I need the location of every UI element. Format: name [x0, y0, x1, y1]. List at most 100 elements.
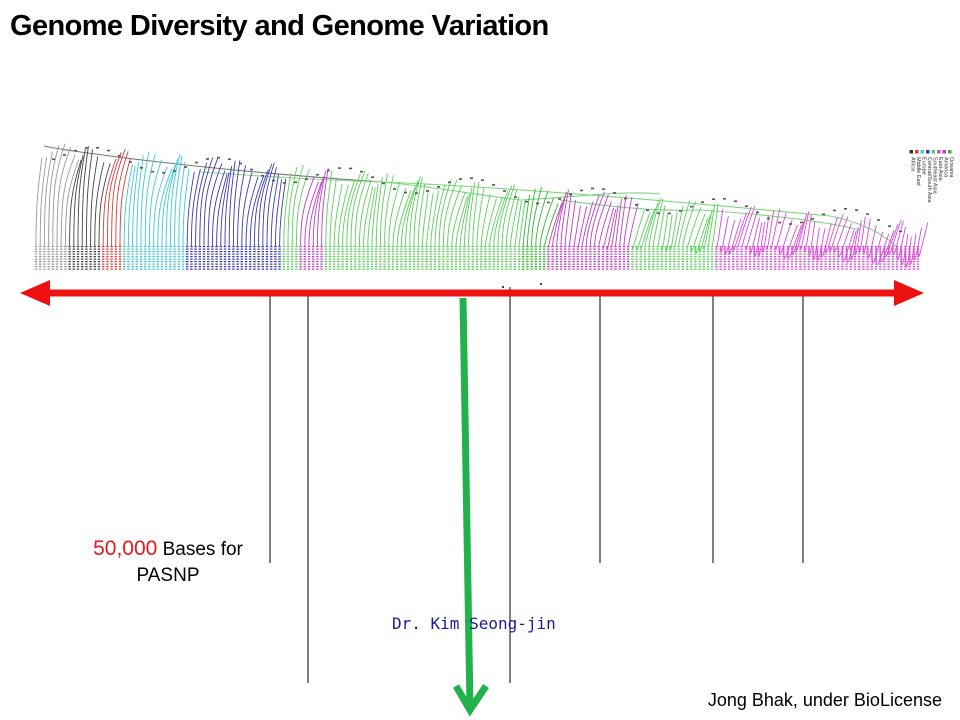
tree-branch — [245, 176, 259, 247]
tree-branch — [237, 165, 247, 247]
tree-branch — [829, 213, 844, 252]
tree-branch — [274, 179, 283, 247]
tree-branch — [421, 190, 429, 247]
tree-branch — [148, 159, 163, 247]
tree-branch — [77, 148, 86, 247]
tree-branch — [568, 199, 576, 247]
tree-branch — [917, 222, 929, 257]
tree-branch — [442, 179, 458, 247]
node-marker — [602, 188, 605, 191]
node-marker — [52, 158, 55, 161]
tree-branch — [136, 155, 144, 247]
legend-label: Africa — [910, 157, 916, 172]
tree-branch — [526, 188, 536, 247]
node-marker — [74, 149, 77, 152]
legend-swatch — [942, 150, 946, 154]
node-marker — [536, 202, 539, 205]
tree-branch — [35, 157, 43, 247]
tree-branch — [505, 188, 518, 247]
legend-swatch — [931, 150, 935, 154]
tree-branch — [56, 147, 72, 247]
node-marker — [382, 182, 385, 185]
tree-branch — [165, 158, 179, 247]
node-marker — [140, 167, 143, 169]
node-marker — [360, 170, 363, 173]
tree-branch — [64, 159, 80, 247]
tree-branch — [904, 236, 912, 268]
node-marker — [767, 217, 770, 220]
arrow-left-head — [20, 280, 50, 306]
tree-branch — [409, 176, 421, 247]
tree-branch — [459, 193, 471, 247]
node-marker — [888, 225, 891, 228]
tree-branch — [468, 182, 476, 247]
tree-branch — [606, 209, 617, 249]
tree-branch — [888, 219, 902, 255]
tree-branch — [228, 160, 236, 247]
tree-branch — [354, 172, 369, 247]
node-marker — [239, 162, 242, 165]
region-legend: Oceania America East-Asia Southeast Asia Cen… — [904, 148, 954, 228]
tree-branch — [39, 156, 48, 247]
tree-branch — [799, 211, 810, 250]
tree-branch — [182, 168, 190, 247]
node-marker — [833, 209, 836, 212]
node-marker — [756, 211, 759, 214]
tree-branch — [472, 181, 480, 247]
tree-branch — [98, 163, 111, 247]
tree-branch — [266, 167, 277, 247]
tree-branch — [115, 151, 129, 247]
tree-branch — [841, 229, 855, 262]
node-marker — [701, 201, 704, 204]
tree-branch — [703, 209, 713, 249]
tree-branches — [35, 143, 929, 268]
tree-branch — [417, 183, 426, 247]
node-marker — [547, 201, 550, 204]
tree-branch — [724, 220, 736, 255]
tree-branch — [106, 152, 122, 247]
tree-branch — [283, 173, 292, 247]
tree-branch — [791, 219, 806, 255]
tree-branch — [808, 221, 816, 256]
tree-branch — [535, 190, 549, 247]
node-marker — [481, 179, 484, 182]
tree-branch — [871, 231, 884, 264]
tree-branch — [690, 213, 706, 252]
tree-branch — [438, 179, 452, 247]
node-marker — [217, 156, 220, 159]
node-marker — [844, 208, 847, 210]
node-marker — [657, 212, 660, 215]
legend-swatch — [915, 150, 919, 154]
tree-branch — [430, 190, 440, 247]
tree-branch — [119, 157, 131, 247]
tick-dot — [540, 283, 542, 285]
tree-branch — [623, 196, 633, 247]
tree-branch — [484, 198, 497, 247]
node-marker — [635, 204, 638, 206]
tree-branch — [522, 194, 531, 247]
tree-branch — [169, 154, 181, 247]
tree-branch — [686, 206, 702, 248]
legend-label: Central/South Asia — [926, 157, 932, 203]
node-marker — [877, 219, 880, 221]
tree-branch — [560, 189, 569, 247]
tree-branch — [140, 151, 150, 247]
bases-label: Bases for — [157, 539, 243, 560]
pasnp-label: PASNP — [136, 565, 200, 586]
tree-branch — [190, 168, 201, 247]
tree-branch — [350, 170, 366, 247]
node-marker — [294, 181, 297, 184]
arrow-right-head — [894, 280, 924, 306]
tree-branch — [510, 196, 520, 247]
tree-branch — [463, 187, 473, 247]
tree-branch — [325, 171, 333, 247]
tree-branch — [661, 212, 669, 251]
tree-branch — [879, 230, 895, 263]
tree-branch — [333, 183, 343, 247]
node-marker — [250, 168, 253, 171]
tree-branch — [367, 187, 376, 247]
tree-branch — [715, 208, 724, 249]
node-marker — [811, 217, 814, 220]
tree-branch — [48, 145, 60, 247]
node-marker — [327, 169, 330, 172]
